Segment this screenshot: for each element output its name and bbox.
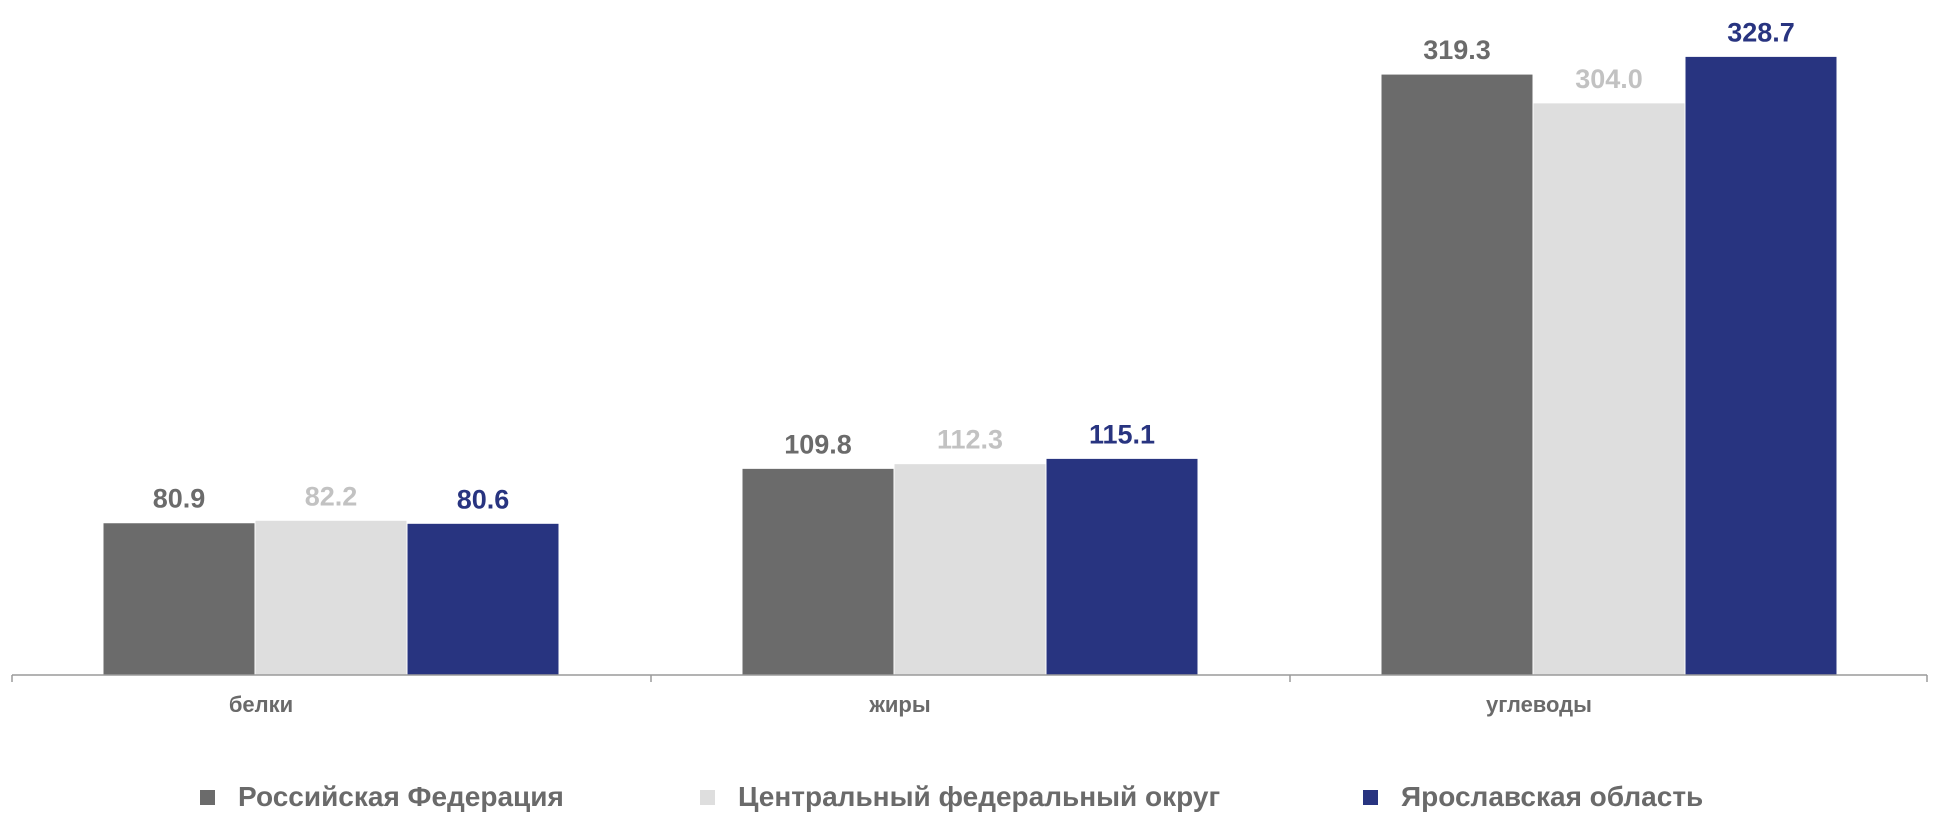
bar-central-federal-district-2 [1532, 102, 1686, 676]
legend-item-yaroslavl-region: Ярославская область [1363, 781, 1704, 812]
bar-central-federal-district-0 [254, 519, 408, 676]
value-label-central-federal-district-1: 112.3 [937, 425, 1003, 455]
value-label-central-federal-district-0: 82.2 [305, 481, 358, 511]
bar-russian-federation-1 [741, 467, 895, 676]
legend-item-central-federal-district: Центральный федеральный округ [700, 781, 1221, 812]
value-label-yaroslavl-region-0: 80.6 [457, 484, 510, 514]
bar-yaroslavl-region-1 [1045, 457, 1199, 676]
value-label-russian-federation-1: 109.8 [784, 429, 852, 459]
value-label-russian-federation-0: 80.9 [153, 484, 206, 514]
legend-swatch-yaroslavl-region [1363, 789, 1378, 805]
bar-yaroslavl-region-2 [1684, 55, 1838, 676]
value-label-russian-federation-2: 319.3 [1423, 35, 1491, 65]
legend-label-yaroslavl-region: Ярославская область [1401, 781, 1704, 812]
x-tick-label-1: жиры [868, 692, 930, 717]
bar-yaroslavl-region-0 [406, 522, 560, 676]
bar-russian-federation-2 [1380, 73, 1534, 676]
x-tick-label-2: углеводы [1486, 692, 1592, 717]
legend: Российская Федерация Центральный федерал… [0, 781, 1939, 812]
legend-label-russian-federation: Российская Федерация [238, 781, 564, 812]
legend-swatch-russian-federation [200, 789, 215, 805]
value-label-central-federal-district-2: 304.0 [1575, 64, 1643, 94]
bar-central-federal-district-1 [893, 463, 1047, 676]
legend-label-central-federal-district: Центральный федеральный округ [738, 781, 1221, 812]
value-label-yaroslavl-region-1: 115.1 [1089, 419, 1155, 449]
x-tick-label-0: белки [229, 692, 293, 717]
legend-swatch-central-federal-district [700, 789, 715, 805]
bar-russian-federation-0 [102, 522, 256, 676]
legend-item-russian-federation: Российская Федерация [200, 781, 564, 812]
value-label-yaroslavl-region-2: 328.7 [1727, 17, 1795, 47]
